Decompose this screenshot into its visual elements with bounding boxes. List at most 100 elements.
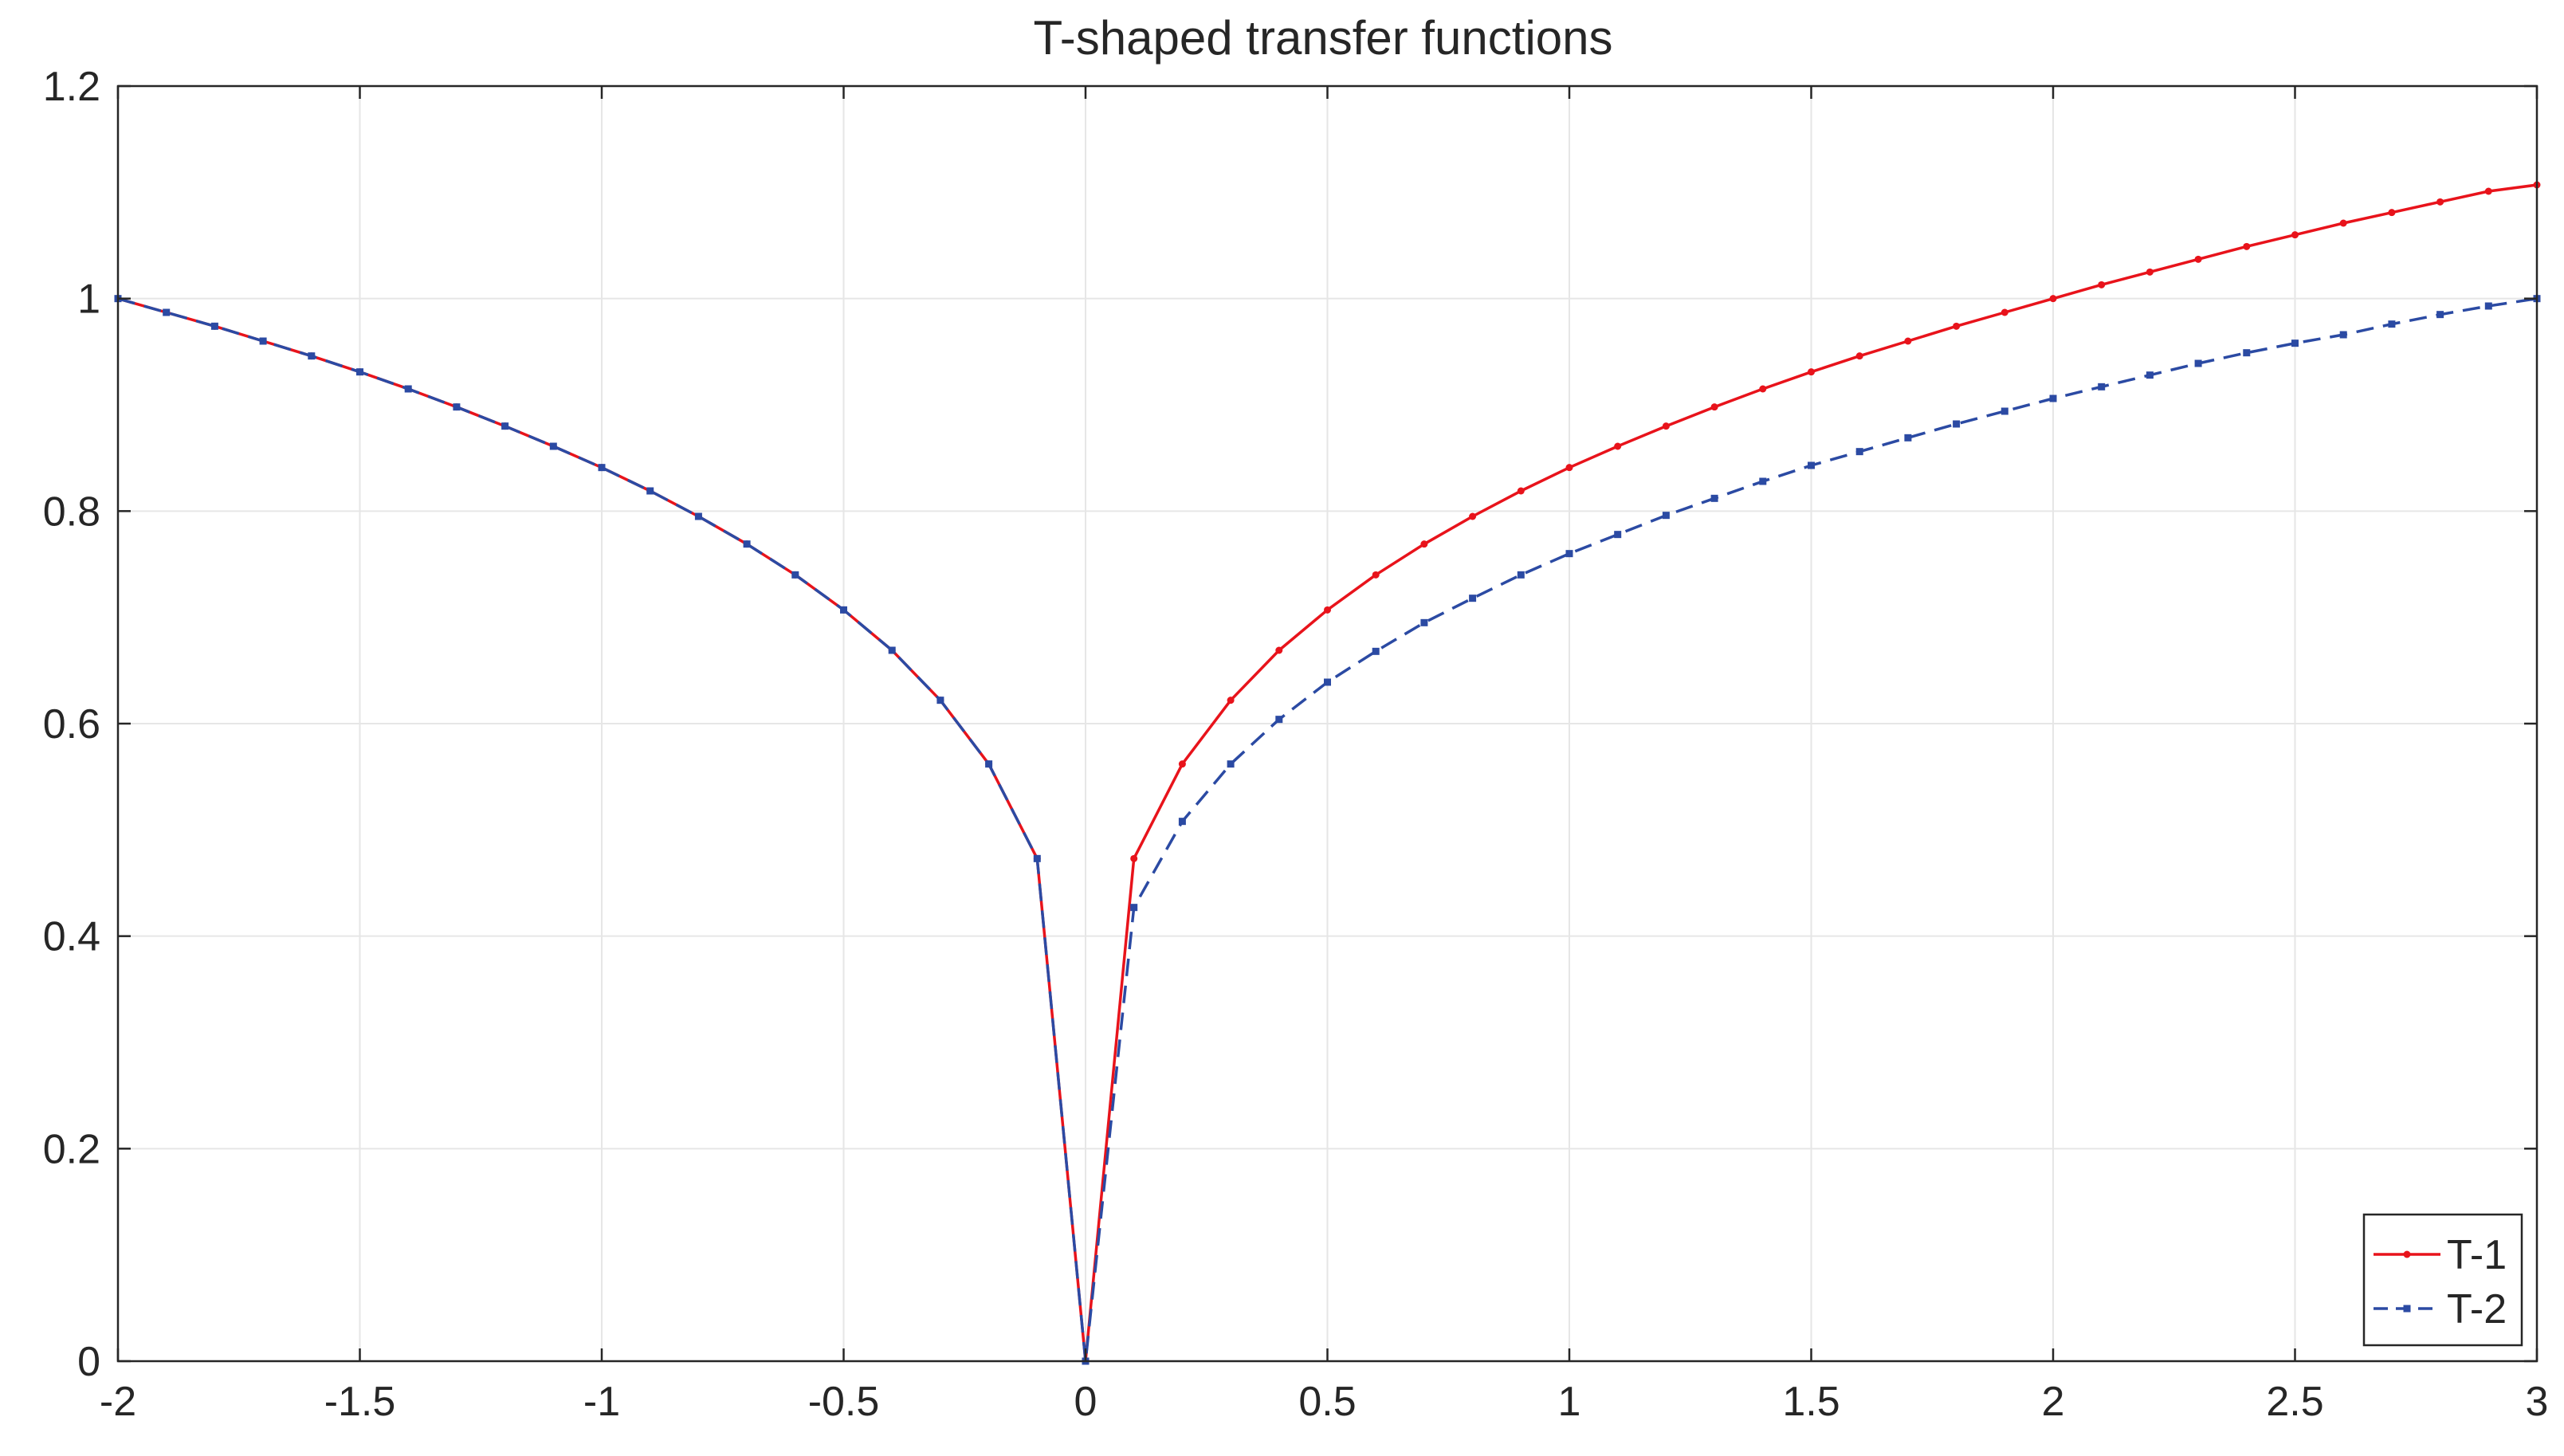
data-point xyxy=(2194,359,2202,367)
legend-box xyxy=(2362,1213,2523,1347)
data-point xyxy=(1808,368,1815,376)
data-point xyxy=(1033,854,1041,862)
chart-title: T-shaped transfer functions xyxy=(1033,11,1612,65)
y-tick-label: 0.6 xyxy=(43,701,100,748)
data-point xyxy=(1372,571,1380,579)
data-point xyxy=(1759,477,1767,485)
data-point xyxy=(1178,760,1186,768)
data-point xyxy=(1904,434,1912,442)
y-tick-label: 1 xyxy=(77,277,100,323)
data-point xyxy=(1420,618,1428,626)
data-point xyxy=(1855,352,1863,360)
data-point xyxy=(1227,760,1235,768)
data-point xyxy=(2049,394,2057,402)
legend: T-1T-2 xyxy=(2362,1213,2523,1347)
y-tick-label: 0.4 xyxy=(43,914,100,960)
data-point xyxy=(2049,295,2057,303)
data-point xyxy=(840,606,847,614)
data-point xyxy=(888,646,896,654)
data-point xyxy=(1710,403,1718,411)
legend-marker xyxy=(2403,1250,2411,1258)
data-point xyxy=(210,322,218,330)
x-tick-label: 0 xyxy=(1074,1379,1097,1425)
data-point xyxy=(501,422,509,430)
y-tick-label: 1.2 xyxy=(43,64,100,110)
data-point xyxy=(2001,407,2008,415)
x-tick-label: 1 xyxy=(1558,1379,1581,1425)
data-point xyxy=(2484,302,2492,310)
data-point xyxy=(1275,646,1283,654)
data-point xyxy=(259,337,267,345)
data-point xyxy=(2146,371,2154,379)
y-tick-label: 0.2 xyxy=(43,1126,100,1172)
data-point xyxy=(1372,647,1380,655)
data-point xyxy=(308,352,316,360)
x-tick-label: -1 xyxy=(583,1379,620,1425)
data-point xyxy=(1953,322,1961,330)
data-point xyxy=(2098,383,2106,390)
data-point xyxy=(1178,818,1186,826)
data-point xyxy=(163,308,171,316)
data-point xyxy=(2146,268,2154,276)
data-point xyxy=(1420,540,1428,548)
data-point xyxy=(1517,571,1525,579)
legend-label: T-2 xyxy=(2447,1286,2507,1332)
axes: -2 -1.5 -1 -0.5 0 0.5 1 1.5 2 2.5 3 0 0.2 0.4 0.6 0.8 1 1… xyxy=(43,64,2549,1425)
data-point xyxy=(1759,385,1767,393)
data-point xyxy=(936,697,944,704)
data-point xyxy=(1227,697,1235,704)
grid-lines xyxy=(117,85,2538,1362)
data-point xyxy=(2194,255,2202,263)
data-point xyxy=(1808,461,1815,469)
data-point xyxy=(2243,349,2251,357)
x-tick-label: -0.5 xyxy=(808,1379,880,1425)
data-point xyxy=(2243,242,2251,250)
data-point xyxy=(743,540,751,548)
series-layer xyxy=(114,181,2541,1365)
data-point xyxy=(2436,311,2444,319)
data-point xyxy=(404,385,412,393)
data-point xyxy=(549,442,557,450)
data-point xyxy=(1324,606,1331,614)
data-point xyxy=(1275,716,1283,724)
legend-label: T-1 xyxy=(2447,1232,2507,1278)
data-point xyxy=(1324,678,1331,686)
data-point xyxy=(2388,209,2396,217)
x-tick-label: 1.5 xyxy=(1782,1379,1840,1425)
data-point xyxy=(2436,198,2444,206)
data-point xyxy=(1469,595,1477,602)
data-point xyxy=(1953,420,1961,428)
data-point xyxy=(1130,904,1138,912)
data-point xyxy=(1710,494,1718,502)
legend-marker xyxy=(2403,1305,2411,1313)
x-tick-label: 2 xyxy=(2042,1379,2065,1425)
data-point xyxy=(646,487,654,495)
data-point xyxy=(1565,464,1573,472)
data-point xyxy=(1130,854,1138,862)
y-tick-label: 0.8 xyxy=(43,489,100,535)
data-point xyxy=(1614,531,1622,539)
data-point xyxy=(2339,331,2347,339)
data-point xyxy=(2291,231,2299,239)
data-point xyxy=(598,464,606,472)
data-point xyxy=(453,403,461,411)
data-point xyxy=(2484,187,2492,195)
data-point xyxy=(2001,308,2008,316)
data-point xyxy=(2291,339,2299,347)
data-point xyxy=(1517,487,1525,495)
data-point xyxy=(985,760,993,768)
x-tick-label: -1.5 xyxy=(324,1379,396,1425)
data-point xyxy=(1662,422,1670,430)
x-tick-label: 3 xyxy=(2526,1379,2549,1425)
data-point xyxy=(1614,442,1622,450)
data-point xyxy=(2339,219,2347,227)
data-point xyxy=(1855,448,1863,456)
data-point xyxy=(791,571,799,579)
data-point xyxy=(1904,337,1912,345)
data-point xyxy=(2388,320,2396,328)
data-point xyxy=(694,512,702,520)
x-tick-label: -2 xyxy=(100,1379,136,1425)
data-point xyxy=(2098,281,2106,288)
